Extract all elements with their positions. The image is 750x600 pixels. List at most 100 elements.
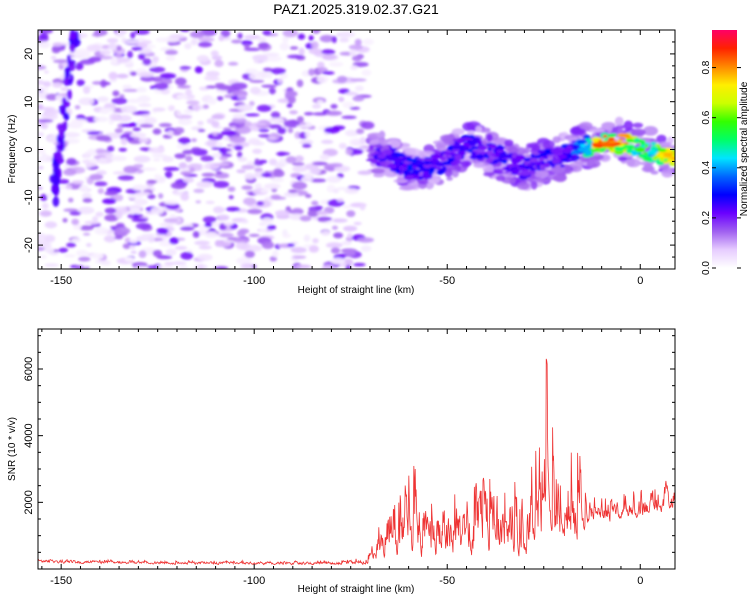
noise-blob bbox=[257, 42, 270, 49]
noise-blob bbox=[44, 221, 58, 229]
colorbar-title: Normalized spectral amplitude bbox=[739, 81, 750, 216]
noise-blob bbox=[262, 30, 272, 36]
noise-blob bbox=[287, 127, 294, 134]
noise-blob bbox=[282, 233, 291, 238]
noise-blob bbox=[57, 179, 70, 185]
noise-blob bbox=[258, 128, 270, 132]
noise-blob bbox=[170, 181, 187, 190]
noise-blob bbox=[341, 240, 352, 246]
noise-blob bbox=[345, 264, 352, 269]
track-core-blob bbox=[441, 166, 447, 172]
noise-blob bbox=[122, 88, 139, 93]
edge-streak-blob bbox=[66, 54, 71, 65]
noise-blob bbox=[147, 194, 156, 200]
noise-blob bbox=[164, 200, 179, 205]
noise-blob bbox=[114, 194, 124, 202]
noise-blob bbox=[307, 209, 319, 217]
noise-blob bbox=[150, 206, 165, 215]
colorbar-tick-label: 0.2 bbox=[701, 211, 712, 225]
noise-blob bbox=[164, 261, 175, 266]
noise-blob bbox=[191, 138, 197, 143]
noise-blob bbox=[75, 62, 84, 71]
noise-blob bbox=[214, 266, 229, 269]
spectrogram-y-axis-title: Frequency (Hz) bbox=[7, 115, 18, 184]
noise-blob bbox=[76, 249, 89, 257]
track-core-blob bbox=[488, 144, 497, 149]
track-core-blob bbox=[459, 150, 466, 157]
track-halo-blob bbox=[516, 181, 530, 190]
noise-blob bbox=[321, 264, 335, 269]
noise-blob bbox=[214, 59, 224, 68]
noise-blob bbox=[158, 122, 172, 128]
track-core-blob bbox=[510, 158, 522, 164]
snr-y-axis-title: SNR (10 * v/v) bbox=[7, 417, 18, 481]
noise-blob bbox=[211, 55, 223, 61]
noise-blob bbox=[312, 161, 328, 166]
noise-blob bbox=[256, 201, 265, 206]
track-core-blob bbox=[497, 152, 508, 159]
noise-blob bbox=[198, 36, 215, 42]
noise-blob bbox=[241, 185, 253, 190]
noise-blob bbox=[274, 162, 285, 169]
noise-blob bbox=[40, 193, 48, 202]
noise-blob bbox=[49, 251, 59, 256]
noise-blob bbox=[135, 222, 152, 230]
noise-blob bbox=[88, 56, 102, 63]
noise-blob bbox=[191, 147, 202, 152]
noise-blob bbox=[180, 226, 195, 231]
spectrogram-x-axis-title: Height of straight line (km) bbox=[298, 285, 415, 296]
noise-blob bbox=[205, 85, 217, 89]
noise-blob bbox=[117, 175, 135, 181]
noise-blob bbox=[152, 56, 159, 63]
noise-blob bbox=[249, 79, 265, 83]
noise-blob bbox=[317, 61, 325, 69]
track-core-blob bbox=[591, 149, 598, 153]
noise-blob bbox=[325, 110, 343, 116]
noise-blob bbox=[350, 65, 358, 71]
noise-blob bbox=[83, 152, 91, 158]
noise-blob bbox=[248, 138, 261, 145]
noise-blob bbox=[234, 126, 252, 134]
noise-blob bbox=[127, 50, 133, 59]
noise-blob bbox=[243, 197, 257, 206]
track-halo-blob bbox=[632, 122, 644, 128]
noise-blob bbox=[275, 151, 291, 156]
noise-blob bbox=[97, 188, 105, 195]
noise-blob bbox=[236, 169, 246, 174]
noise-blob bbox=[177, 118, 193, 126]
noise-blob bbox=[92, 216, 99, 222]
track-halo-blob bbox=[534, 171, 549, 178]
noise-blob bbox=[158, 193, 164, 199]
track-core-blob bbox=[506, 163, 515, 168]
noise-blob bbox=[171, 261, 187, 266]
track-core-blob bbox=[406, 158, 415, 163]
noise-blob bbox=[282, 30, 299, 38]
noise-blob bbox=[285, 156, 297, 164]
noise-blob bbox=[252, 148, 262, 154]
noise-blob bbox=[52, 42, 63, 47]
track-halo-blob bbox=[536, 178, 551, 183]
edge-streak-blob bbox=[51, 184, 59, 192]
track-core-blob bbox=[529, 157, 539, 163]
noise-blob bbox=[254, 58, 269, 63]
noise-blob bbox=[85, 243, 92, 248]
noise-blob bbox=[272, 250, 279, 258]
noise-blob bbox=[268, 158, 278, 166]
track-peak-blob bbox=[601, 142, 611, 146]
noise-blob bbox=[213, 180, 230, 189]
noise-blob bbox=[103, 235, 117, 243]
x-tick-label: -100 bbox=[243, 275, 265, 287]
noise-blob bbox=[133, 163, 144, 168]
noise-blob bbox=[197, 128, 206, 133]
track-core-blob bbox=[560, 164, 565, 168]
noise-blob bbox=[223, 222, 234, 226]
track-halo-blob bbox=[626, 158, 641, 168]
noise-blob bbox=[132, 213, 139, 219]
noise-blob bbox=[336, 75, 348, 83]
noise-blob bbox=[196, 55, 210, 63]
noise-blob bbox=[182, 149, 194, 155]
noise-blob bbox=[319, 153, 330, 161]
noise-blob bbox=[236, 104, 253, 112]
noise-blob bbox=[283, 191, 300, 197]
noise-blob bbox=[201, 172, 216, 177]
